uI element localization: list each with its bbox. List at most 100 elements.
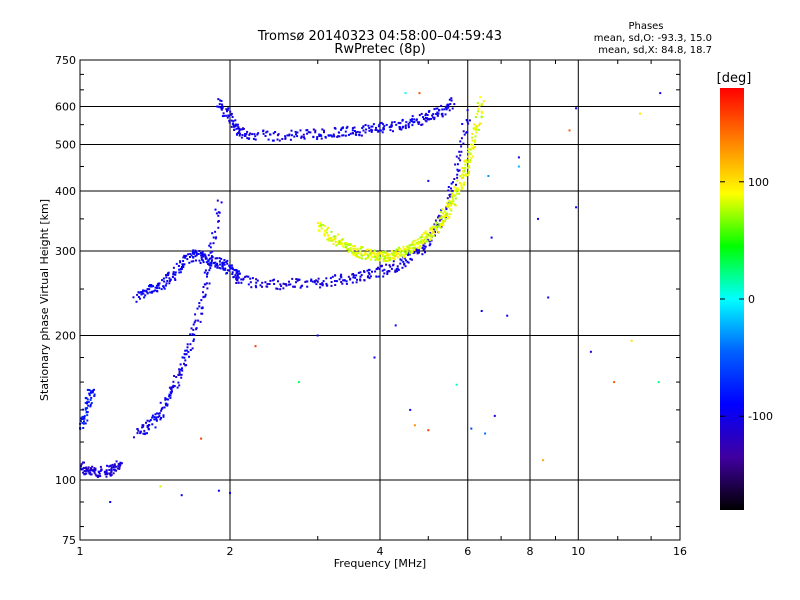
- o-trace-point: [152, 285, 154, 288]
- noise-point: [217, 489, 220, 492]
- o-trace-point: [83, 416, 86, 419]
- x-trace-point: [479, 96, 482, 99]
- phases-legend-o: mean, sd,O: -93.3, 15.0: [594, 33, 712, 44]
- o-trace-point: [195, 252, 198, 255]
- x-trace-point: [468, 148, 471, 151]
- x-trace-point: [322, 224, 325, 227]
- x-trace-point: [475, 131, 478, 134]
- o-trace-point: [178, 368, 181, 371]
- x-trace-point: [332, 235, 335, 238]
- o-trace-point: [85, 466, 88, 469]
- x-trace-point: [328, 239, 331, 242]
- x-trace-point: [367, 256, 370, 259]
- x-trace-point: [464, 163, 467, 166]
- noise-point: [316, 334, 319, 337]
- o-trace-point: [231, 266, 234, 269]
- o-trace-point: [98, 471, 100, 474]
- o-trace-point: [404, 124, 407, 127]
- o-trace-point: [375, 129, 378, 132]
- o-trace-point: [86, 419, 89, 422]
- o-trace-point: [311, 280, 314, 283]
- x-trace-point: [420, 233, 423, 236]
- o-trace-point: [159, 401, 162, 404]
- o-trace-point: [411, 258, 413, 261]
- x-trace-point: [474, 126, 477, 129]
- o-trace-point: [79, 467, 82, 470]
- o-trace-point: [328, 134, 331, 137]
- o-trace-point: [178, 384, 181, 387]
- x-trace-point: [416, 242, 419, 245]
- x-trace-point: [326, 238, 329, 241]
- o-trace-point: [167, 273, 170, 276]
- x-trace-point: [398, 254, 401, 257]
- x-trace-point: [410, 247, 413, 250]
- o-trace-point: [120, 462, 123, 465]
- x-trace-point: [368, 252, 371, 255]
- o-trace-point: [428, 110, 431, 112]
- x-trace-point: [411, 241, 414, 244]
- o-trace-point: [172, 380, 175, 383]
- o-trace-point: [235, 276, 238, 279]
- x-trace-point: [450, 204, 452, 207]
- x-trace-point: [398, 248, 401, 250]
- o-trace-point: [233, 125, 235, 128]
- x-trace-point: [441, 220, 444, 222]
- o-trace-point: [177, 381, 180, 384]
- o-trace-point: [175, 376, 178, 378]
- o-trace-point: [210, 255, 213, 258]
- x-trace-point: [422, 241, 425, 244]
- x-trace-point: [442, 212, 445, 215]
- o-trace-point: [85, 467, 88, 470]
- x-trace-point: [434, 222, 437, 225]
- o-trace-point: [154, 426, 157, 429]
- o-trace-point: [396, 265, 399, 268]
- o-trace-point: [148, 420, 151, 423]
- o-trace-point: [155, 416, 158, 419]
- o-trace-point: [236, 133, 238, 136]
- o-trace-point: [106, 473, 109, 476]
- o-trace-point: [407, 126, 410, 129]
- x-trace-point: [476, 112, 479, 115]
- x-trace-point: [451, 196, 454, 199]
- o-trace-point: [368, 127, 371, 129]
- x-trace-point: [441, 223, 444, 226]
- o-trace-point: [146, 288, 149, 291]
- o-trace-point: [171, 276, 174, 278]
- o-trace-point: [346, 125, 349, 128]
- o-trace-point: [207, 254, 210, 257]
- o-trace-point: [277, 280, 279, 283]
- o-trace-point: [364, 131, 367, 134]
- x-trace-point: [399, 251, 402, 254]
- x-trace-point: [476, 102, 479, 104]
- o-trace-point: [106, 464, 108, 467]
- x-trace-point: [421, 239, 423, 242]
- o-trace-point: [89, 391, 92, 394]
- o-trace-point: [445, 208, 448, 211]
- o-trace-point: [429, 243, 432, 246]
- x-trace-point: [463, 169, 466, 172]
- o-trace-point: [422, 116, 424, 119]
- o-trace-point: [151, 414, 154, 417]
- o-trace-point: [105, 469, 108, 472]
- x-trace-point: [448, 216, 451, 218]
- o-trace-point: [202, 295, 205, 298]
- o-trace-point: [381, 269, 384, 272]
- o-trace-point: [140, 291, 142, 294]
- o-trace-point: [382, 275, 385, 278]
- o-trace-point: [396, 270, 399, 273]
- o-trace-point: [200, 254, 203, 257]
- o-trace-point: [266, 283, 269, 285]
- o-trace-point: [325, 277, 328, 280]
- o-trace-point: [272, 139, 275, 142]
- o-trace-point: [460, 150, 463, 153]
- o-trace-point: [149, 291, 152, 294]
- x-trace-point: [432, 235, 435, 237]
- x-trace-point: [469, 148, 472, 151]
- x-trace-point: [446, 204, 449, 207]
- noise-point: [493, 414, 496, 417]
- o-trace-point: [137, 296, 140, 298]
- o-trace-point: [296, 131, 299, 134]
- o-trace-point: [382, 126, 385, 129]
- o-trace-point: [342, 126, 344, 129]
- o-trace-point: [151, 423, 154, 426]
